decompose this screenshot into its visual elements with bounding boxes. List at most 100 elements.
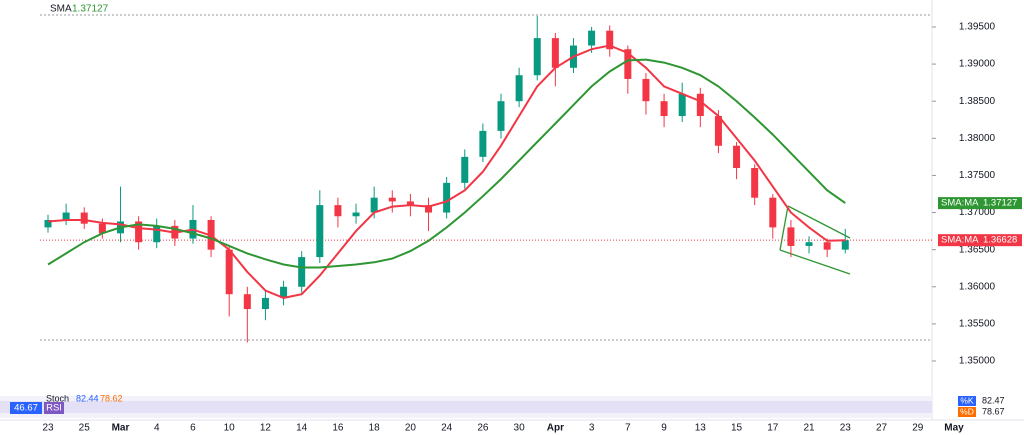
x-tick-label: 3 [589,423,595,434]
x-tick-label: 18 [369,423,381,434]
x-tick-label: 15 [731,423,743,434]
x-tick-label: Mar [112,423,130,434]
y-tick-label: 1.39500 [959,22,996,33]
d-label: %D [960,406,974,416]
candle-body [533,38,541,76]
x-tick-label: Apr [547,423,564,434]
series-tag [938,234,1022,247]
legend-value: 1.37127 [72,4,109,15]
candle-body [841,240,849,250]
candle-body [280,286,288,298]
candle-body [98,223,106,234]
candle-body [515,75,523,102]
legend-title: SMA [50,4,72,15]
candle-body [388,197,396,202]
candle-body [769,197,777,228]
d-last: 78.67 [982,406,1005,416]
candle-body [135,221,143,243]
x-tick-label: 17 [767,423,779,434]
x-tick-label: 21 [803,423,815,434]
y-tick-label: 1.37500 [959,170,996,181]
y-tick-label: 1.35500 [959,319,996,330]
wedge-upper [787,205,851,239]
candle-body [461,156,469,183]
k-last: 82.47 [982,395,1005,405]
x-tick-label: 26 [477,423,489,434]
series-tag-name: SMA:MA [941,198,979,209]
x-tick-label: 20 [405,423,417,434]
candle-body [588,30,596,46]
candle-body [153,225,161,243]
candle-body [316,205,324,258]
y-tick-label: 1.37000 [959,207,996,218]
series-tag-value: 1.37127 [983,198,1017,209]
series-tag-value: 1.36628 [983,235,1017,246]
x-tick-label: 30 [514,423,526,434]
k-tag [958,396,976,406]
candle-body [243,294,251,310]
candle-body [44,219,52,228]
candle-body [261,297,269,310]
candle-body [733,145,741,169]
candle-body [298,257,306,287]
sma-line [47,58,846,269]
candle-body [497,101,505,131]
candle-body [714,116,722,146]
candle-body [225,249,233,295]
candle-body [606,30,614,50]
x-tick-label: 16 [332,423,344,434]
y-tick-label: 1.38500 [959,96,996,107]
candle-body [787,227,795,246]
k-label: %K [960,395,974,405]
sma-line [47,44,846,299]
rsi-name-tag [44,402,64,414]
candle-body [696,93,704,117]
d-tag [958,407,976,417]
y-tick-label: 1.38000 [959,133,996,144]
x-tick-label: 4 [154,423,160,434]
candle-body [425,205,433,213]
candle-body [80,212,88,224]
y-tick-label: 1.36500 [959,244,996,255]
stoch-k: 82.44 [76,393,99,403]
candle-body [370,197,378,213]
candle-body [642,78,650,102]
x-tick-label: 12 [260,423,272,434]
candle-body [678,93,686,117]
y-tick-label: 1.36000 [959,281,996,292]
series-tag-name: SMA:MA [941,235,979,246]
x-tick-label: May [944,423,964,434]
x-tick-label: 13 [695,423,707,434]
rsi-tag [10,402,42,414]
y-tick-label: 1.35000 [959,356,996,367]
candle-body [624,49,632,79]
candle-body [334,205,342,217]
candle-body [805,242,813,246]
series-tag [938,197,1022,210]
wedge-left [779,205,789,251]
candle-body [479,130,487,157]
x-tick-label: 10 [224,423,236,434]
rsi-name: RSI [46,403,62,414]
x-tick-label: 23 [42,423,54,434]
stoch-name: Stoch [46,393,69,403]
x-tick-label: 27 [876,423,888,434]
x-tick-label: 6 [190,423,196,434]
candle-body [62,212,70,220]
oscillator-band [0,401,932,413]
x-tick-label: 9 [661,423,667,434]
x-tick-label: 25 [79,423,91,434]
candle-body [660,101,668,117]
x-tick-label: 29 [912,423,924,434]
candle-body [352,212,360,217]
candle-body [823,242,831,250]
wedge-lower [779,249,851,275]
stoch-d: 78.62 [100,393,123,403]
candle-body [751,168,759,198]
x-tick-label: 24 [441,423,453,434]
x-tick-label: 7 [625,423,631,434]
candle-body [551,38,559,68]
rsi-value: 46.67 [14,403,38,414]
candle-body [406,201,414,206]
